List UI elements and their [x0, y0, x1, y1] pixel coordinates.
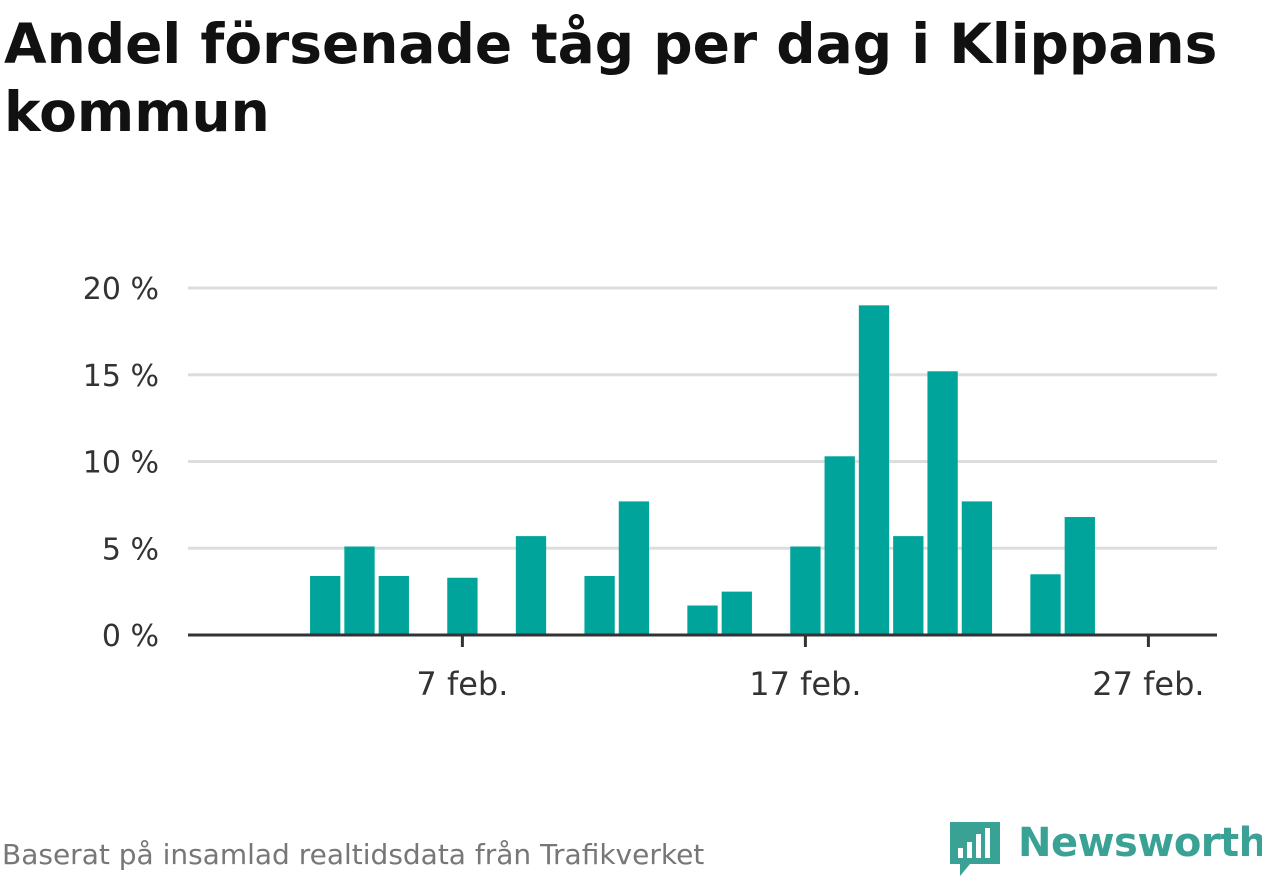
bar — [790, 546, 821, 635]
y-tick-label: 20 % — [83, 272, 159, 307]
gridlines — [188, 286, 1217, 550]
bar — [1030, 574, 1061, 635]
bar — [893, 536, 924, 635]
bars — [310, 305, 1095, 635]
bar — [1064, 517, 1095, 635]
bar — [515, 536, 547, 635]
bar — [344, 546, 375, 635]
bar — [584, 576, 615, 635]
newsworthy-chart-badge-icon — [950, 822, 1000, 876]
bar — [927, 371, 958, 635]
source-note: Baserat på insamlad realtidsdata från Tr… — [2, 838, 705, 871]
bar — [618, 501, 650, 635]
y-tick-label: 10 % — [83, 446, 159, 481]
x-tick-label: 27 feb. — [1092, 665, 1204, 703]
y-tick-label: 5 % — [102, 532, 159, 567]
y-axis-ticks: 0 % 5 % 10 % 15 % 20 % — [83, 272, 159, 654]
chart-title: Andel försenade tåg per dag i Klippans k… — [4, 12, 1218, 144]
bar — [310, 576, 341, 635]
x-tick-label: 17 feb. — [749, 665, 861, 703]
x-axis-ticks: 7 feb. 17 feb. 27 feb. — [416, 635, 1205, 703]
bar — [721, 591, 752, 635]
bar — [378, 576, 409, 635]
bar — [858, 305, 890, 635]
bar — [824, 456, 855, 635]
bar — [961, 501, 993, 635]
newsworthy-logo[interactable]: Newsworthy — [950, 820, 1262, 878]
y-tick-label: 15 % — [83, 359, 159, 394]
bar — [447, 577, 478, 635]
y-tick-label: 0 % — [102, 619, 159, 654]
bar — [687, 605, 718, 635]
logo-wordmark: Newsworthy — [1018, 820, 1262, 866]
x-tick-label: 7 feb. — [416, 665, 508, 703]
